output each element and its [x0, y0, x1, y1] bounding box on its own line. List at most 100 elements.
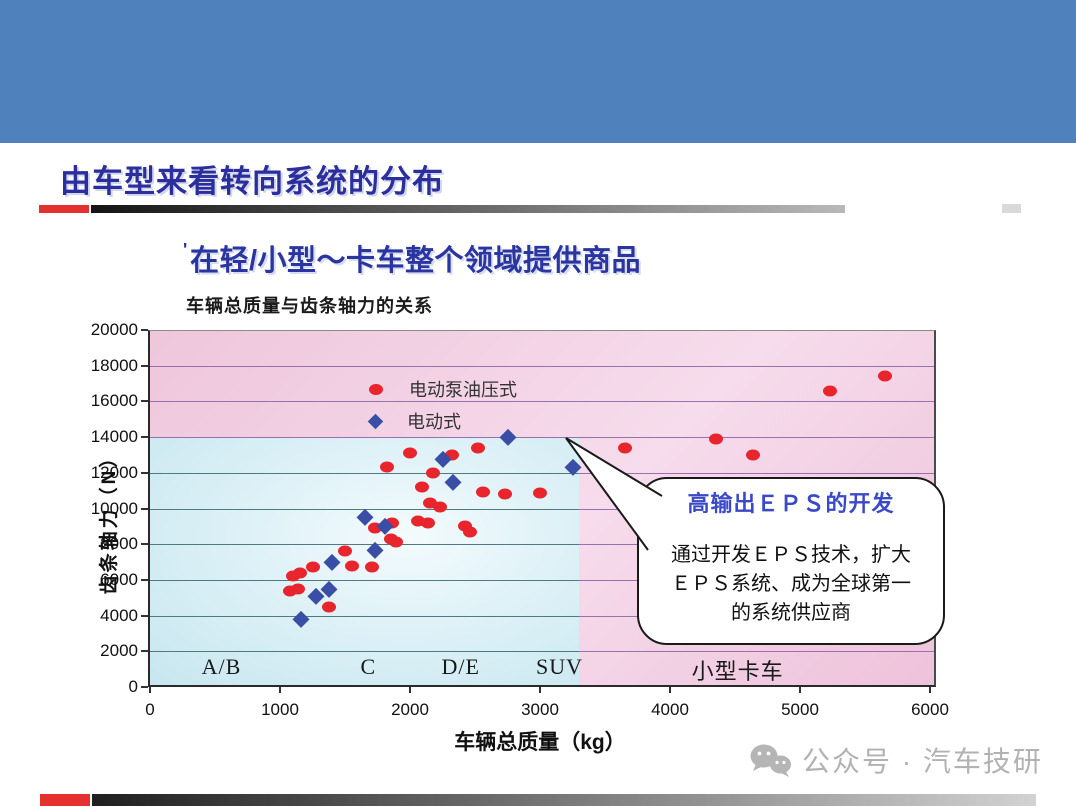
y-axis-tick — [141, 686, 148, 688]
gridline — [148, 615, 936, 617]
x-tick-label: 4000 — [651, 700, 689, 719]
gridline — [148, 365, 936, 367]
slide-subtitle: 在轻/小型～卡车整个领域提供商品 — [190, 245, 642, 277]
data-point-circle — [462, 526, 477, 538]
y-axis-tick — [141, 543, 148, 546]
x-tick-label: 5000 — [781, 700, 819, 719]
category-label: A/B — [201, 654, 242, 679]
y-tick-label: 18000 — [90, 355, 138, 375]
data-point-circle — [379, 461, 394, 473]
y-axis-tick — [141, 364, 148, 367]
y-axis-tick — [141, 471, 148, 474]
data-point-circle — [422, 497, 437, 509]
data-point-circle — [470, 442, 485, 454]
gridline — [148, 651, 936, 653]
data-point-circle — [497, 488, 512, 500]
gridline — [148, 579, 936, 581]
data-point-circle — [283, 585, 298, 597]
data-point-circle — [877, 370, 892, 382]
data-point-circle — [322, 601, 337, 613]
data-point-circle — [432, 501, 447, 513]
y-tick-label: 4000 — [100, 605, 138, 625]
y-tick-label: 8000 — [100, 534, 138, 554]
watermark-text: 公众号 · 汽车技研 — [802, 746, 1043, 777]
category-label: D/E — [441, 654, 480, 679]
legend-label: 电动式 — [407, 412, 461, 432]
legend-diamond-marker — [367, 413, 384, 429]
x-tick-label: 2000 — [391, 700, 429, 719]
chart-title: 车辆总质量与齿条轴力的关系 — [186, 296, 433, 316]
data-point-circle — [444, 449, 459, 461]
data-point-circle — [421, 517, 436, 529]
y-axis-tick — [141, 507, 148, 510]
data-point-circle — [344, 560, 359, 572]
callout-body-line: 的系统供应商 — [731, 602, 851, 624]
data-point-circle — [291, 583, 306, 595]
x-axis-tick — [669, 687, 671, 693]
data-point-circle — [410, 515, 425, 527]
y-tick-label: 20000 — [90, 320, 138, 339]
callout-title: 高输出ＥＰＳ的开发 — [687, 491, 895, 516]
gridline — [148, 472, 936, 474]
x-axis-tick — [799, 687, 801, 693]
chart-blue-eps-zone — [148, 437, 579, 687]
gridline — [148, 401, 936, 403]
y-tick-label: 0 — [128, 677, 138, 696]
x-tick-label: 3000 — [521, 700, 559, 719]
category-label: 小型卡车 — [691, 659, 784, 684]
x-axis-tick — [279, 687, 281, 693]
y-axis-tick — [141, 578, 148, 581]
divider-end-cap — [1002, 204, 1021, 213]
page-title: 由车型来看转向系统的分布 — [60, 164, 444, 199]
callout-body-line: ＥＰＳ系统、成为全球第一 — [671, 573, 911, 595]
y-axis-tick — [141, 650, 148, 653]
callout-body-line: 通过开发ＥＰＳ技术，扩大 — [671, 544, 911, 566]
legend-item-electric-pump-hydraulic: 电动泵油压式 — [369, 376, 517, 402]
data-point-circle — [403, 447, 417, 459]
wechat-icon — [750, 744, 791, 777]
data-point-circle — [533, 487, 547, 499]
x-tick-label: 1000 — [261, 700, 299, 719]
y-tick-label: 16000 — [90, 391, 138, 411]
y-axis-tick — [141, 614, 148, 617]
footer-red-segment — [40, 794, 90, 806]
data-point-circle — [338, 545, 352, 557]
footer-gradient-bar — [92, 794, 1036, 806]
y-tick-label: 12000 — [90, 462, 138, 482]
watermark: 公众号 · 汽车技研 — [748, 740, 1043, 780]
legend-label: 电动泵油压式 — [409, 380, 517, 400]
x-tick-label: 0 — [145, 700, 155, 719]
data-point-circle — [384, 517, 399, 529]
legend-circle-marker — [369, 383, 383, 395]
y-tick-label: 2000 — [100, 641, 138, 661]
divider-red-segment — [39, 205, 89, 213]
callout-bubble — [637, 477, 945, 645]
y-axis-title: 齿条轴力（N） — [99, 445, 120, 595]
category-label: SUV — [535, 654, 583, 679]
y-tick-label: 10000 — [90, 498, 138, 518]
x-axis-tick — [539, 687, 541, 693]
x-axis-tick — [149, 687, 151, 693]
data-point-circle — [367, 522, 382, 534]
data-point-circle — [746, 449, 761, 461]
data-point-circle — [426, 467, 441, 479]
gridline — [148, 544, 936, 546]
x-axis-tick — [409, 687, 411, 693]
data-point-circle — [414, 481, 429, 493]
y-axis-tick — [141, 400, 148, 403]
y-axis-tick — [141, 436, 148, 439]
data-point-circle — [388, 536, 403, 548]
x-axis-tick — [929, 687, 931, 693]
subtitle-tick-mark: ' — [183, 240, 188, 260]
header-band — [0, 0, 1076, 143]
gridline — [148, 437, 936, 439]
data-point-circle — [365, 561, 380, 573]
data-point-circle — [286, 570, 300, 582]
legend-item-electric: 电动式 — [367, 408, 461, 434]
divider-gradient-bar — [91, 205, 845, 213]
x-axis-title: 车辆总质量（kg） — [454, 731, 626, 754]
y-axis-tick — [141, 329, 148, 331]
y-tick-label: 6000 — [100, 569, 138, 589]
data-point-circle — [708, 433, 723, 445]
